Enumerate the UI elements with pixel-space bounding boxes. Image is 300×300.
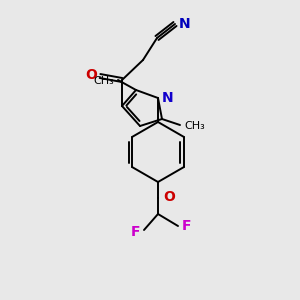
Text: CH₃: CH₃	[93, 76, 114, 86]
Text: F: F	[130, 225, 140, 239]
Text: F: F	[182, 219, 191, 233]
Text: N: N	[179, 17, 190, 31]
Text: O: O	[85, 68, 97, 82]
Text: CH₃: CH₃	[184, 121, 205, 131]
Text: O: O	[163, 190, 175, 204]
Text: N: N	[162, 91, 174, 105]
